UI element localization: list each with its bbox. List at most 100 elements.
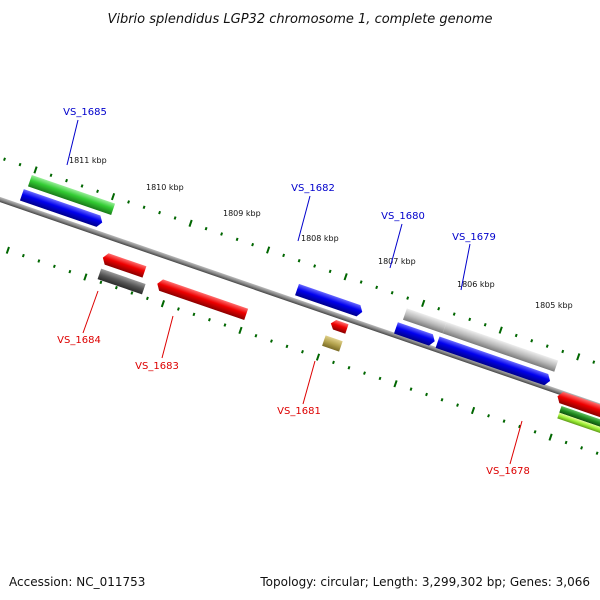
scale-minor-tick: [220, 232, 224, 236]
scale-tick-label: 1809 kbp: [223, 209, 261, 218]
scale-minor-tick: [21, 253, 25, 258]
scale-major-tick: [393, 380, 398, 388]
scale-minor-tick: [223, 323, 227, 327]
scale-minor-tick: [425, 392, 428, 397]
scale-minor-tick: [254, 333, 258, 338]
gene-feature[interactable]: [556, 391, 600, 422]
scale-minor-tick: [406, 296, 410, 300]
scale-minor-tick: [409, 387, 413, 391]
genome-track: [0, 157, 600, 455]
scale-minor-tick: [313, 264, 317, 268]
gene-feature[interactable]: [101, 252, 147, 278]
gene-feature-vs1682[interactable]: [295, 283, 364, 318]
scale-minor-tick: [514, 333, 518, 338]
scale-minor-tick: [530, 339, 534, 343]
scale-minor-tick: [49, 173, 53, 178]
gene-feature-vs1683[interactable]: [155, 278, 249, 321]
scale-minor-tick: [390, 290, 394, 295]
scale-minor-tick: [127, 200, 130, 204]
scale-major-tick: [266, 246, 271, 254]
gene-label-vs1683[interactable]: VS_1683: [135, 361, 179, 372]
gene-feature-vs1679[interactable]: [442, 322, 559, 372]
label-leader-lines: [66, 119, 523, 465]
gene-feature[interactable]: [322, 335, 343, 352]
gene-label-vs1678[interactable]: VS_1678: [486, 466, 530, 477]
scale-minor-tick: [285, 344, 289, 349]
scale-minor-tick: [378, 376, 382, 381]
scale-minor-tick: [297, 258, 301, 263]
gene-feature[interactable]: [435, 336, 552, 387]
gene-feature[interactable]: [393, 322, 437, 347]
scale-tick-label: 1810 kbp: [146, 183, 184, 192]
scale-minor-tick: [363, 371, 366, 375]
gene-label-vs1682[interactable]: VS_1682: [291, 183, 335, 194]
scale-minor-tick: [130, 291, 134, 295]
scale-minor-tick: [145, 296, 149, 301]
scale-minor-tick: [561, 349, 565, 354]
gene-label-vs1685[interactable]: VS_1685: [63, 107, 107, 118]
scale-minor-tick: [158, 210, 162, 215]
scale-minor-tick: [487, 414, 490, 418]
reverse-features: [97, 252, 600, 437]
gene-feature-vs1680[interactable]: [402, 308, 447, 334]
scale-tick-label: 1807 kbp: [378, 257, 416, 266]
gene-label-vs1684[interactable]: VS_1684: [57, 335, 101, 346]
scale-minor-tick: [468, 317, 472, 322]
forward-features: [19, 175, 559, 387]
scale-minor-tick: [270, 339, 273, 343]
gene-label-vs1679[interactable]: VS_1679: [452, 232, 496, 243]
gene-feature-vs1685[interactable]: [19, 189, 104, 228]
scale-minor-tick: [96, 189, 99, 194]
scale-minor-tick: [440, 398, 444, 402]
gene-feature-vs1678[interactable]: [559, 406, 600, 432]
scale-minor-tick: [359, 280, 363, 284]
scale-minor-tick: [533, 430, 537, 434]
scale-minor-tick: [114, 285, 118, 290]
scale-minor-tick: [332, 360, 335, 365]
gene-label-vs1681[interactable]: VS_1681: [277, 406, 321, 417]
scale-labels: 1811 kbp 1810 kbp 1809 kbp 1808 kbp 1807…: [69, 156, 573, 310]
scale-minor-tick: [452, 312, 456, 316]
gene-feature[interactable]: [27, 175, 116, 216]
scale-minor-tick: [592, 360, 596, 364]
scale-minor-tick: [204, 226, 208, 231]
scale-minor-tick: [456, 403, 459, 407]
scale-minor-tick: [52, 264, 56, 269]
scale-minor-tick: [437, 307, 441, 311]
scale-minor-tick: [208, 317, 211, 322]
scale-minor-tick: [545, 344, 549, 348]
scale-minor-tick: [192, 312, 196, 317]
scale-minor-tick: [235, 237, 239, 242]
scale-minor-tick: [328, 269, 332, 274]
gene-label-vs1680[interactable]: VS_1680: [381, 211, 425, 222]
scale-major-tick: [548, 433, 553, 441]
scale-minor-tick: [251, 242, 255, 247]
gene-feature-vs1684[interactable]: [97, 268, 146, 295]
scale-major-tick: [160, 300, 166, 308]
scale-major-tick: [238, 326, 243, 335]
scale-minor-tick: [142, 205, 146, 210]
scale-major-tick: [343, 273, 348, 281]
scale-major-tick: [315, 353, 321, 361]
scale-ticks-top: [3, 157, 596, 364]
scale-tick-label: 1805 kbp: [535, 301, 573, 310]
map-title: Vibrio splendidus LGP32 chromosome 1, co…: [107, 12, 492, 27]
scale-minor-tick: [347, 366, 351, 370]
scale-minor-tick: [68, 269, 72, 274]
scale-major-tick: [421, 299, 426, 308]
scale-minor-tick: [173, 216, 177, 220]
scale-minor-tick: [65, 178, 68, 183]
scale-ticks-bottom: [5, 246, 599, 455]
scale-tick-label: 1811 kbp: [69, 156, 107, 165]
gene-feature[interactable]: [557, 412, 600, 437]
scale-minor-tick: [176, 307, 180, 311]
scale-minor-tick: [301, 350, 304, 354]
scale-major-tick: [188, 219, 193, 227]
scale-minor-tick: [99, 280, 103, 285]
scale-minor-tick: [282, 253, 286, 258]
scale-major-tick: [110, 192, 116, 201]
gene-feature-vs1681[interactable]: [329, 319, 349, 334]
accession-text: Accession: NC_011753: [9, 575, 145, 589]
scale-major-tick: [83, 273, 88, 281]
